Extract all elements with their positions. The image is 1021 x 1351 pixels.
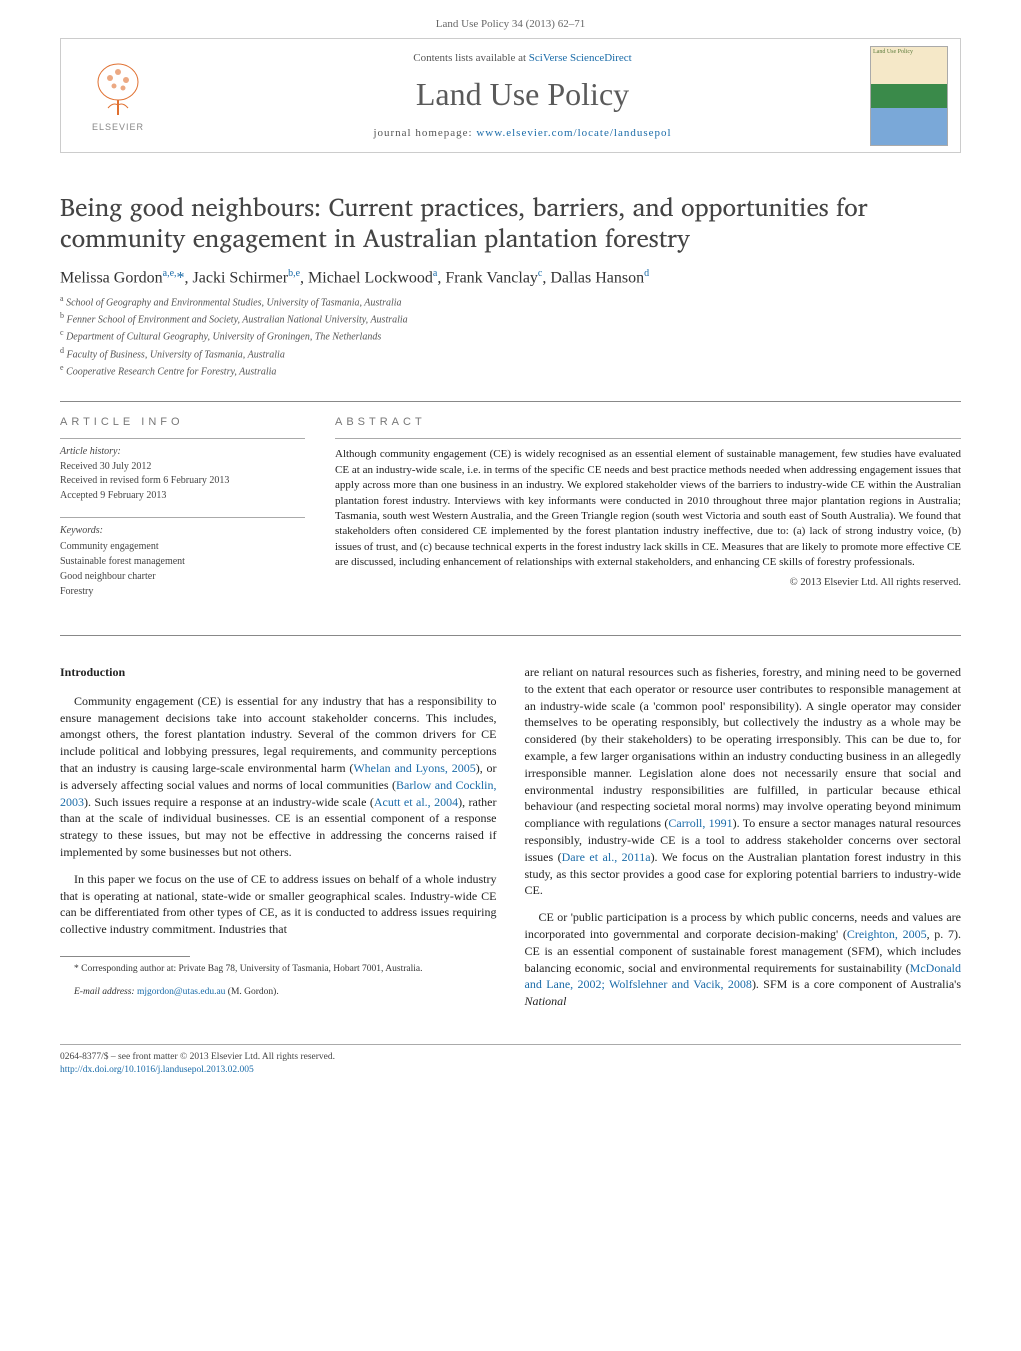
abstract-col: ABSTRACT Although community engagement (… — [335, 402, 961, 613]
banner-center: Contents lists available at SciVerse Sci… — [175, 52, 870, 139]
article-info-col: ARTICLE INFO Article history: Received 3… — [60, 402, 305, 613]
issn-line: 0264-8377/$ – see front matter © 2013 El… — [60, 1051, 961, 1064]
revised-date: Received in revised form 6 February 2013 — [60, 475, 229, 486]
abstract-text: Although community engagement (CE) is wi… — [335, 438, 961, 570]
abstract-heading: ABSTRACT — [335, 416, 961, 428]
body-col-left: Introduction Community engagement (CE) i… — [60, 664, 497, 1020]
accepted-date: Accepted 9 February 2013 — [60, 490, 166, 501]
email-who: (M. Gordon). — [228, 987, 279, 997]
affiliations: a School of Geography and Environmental … — [60, 293, 961, 380]
intro-heading: Introduction — [60, 664, 497, 681]
authors-line: Melissa Gordona,e,*, Jacki Schirmerb,e, … — [60, 268, 961, 287]
article-info-heading: ARTICLE INFO — [60, 416, 305, 428]
keywords-block: Keywords: Community engagementSustainabl… — [60, 517, 305, 599]
divider — [60, 635, 961, 636]
elsevier-tree-icon — [88, 60, 148, 120]
running-header: Land Use Policy 34 (2013) 62–71 — [0, 0, 1021, 38]
body-col-right: are reliant on natural resources such as… — [525, 664, 962, 1020]
journal-name: Land Use Policy — [175, 76, 870, 113]
elsevier-wordmark: ELSEVIER — [92, 122, 144, 132]
body-columns: Introduction Community engagement (CE) i… — [60, 664, 961, 1020]
elsevier-logo: ELSEVIER — [73, 48, 163, 143]
email-footnote: E-mail address: mjgordon@utas.edu.au (M.… — [60, 986, 497, 999]
journal-banner: ELSEVIER Contents lists available at Sci… — [60, 38, 961, 153]
contents-available: Contents lists available at SciVerse Sci… — [175, 52, 870, 64]
article-history: Article history: Received 30 July 2012 R… — [60, 438, 305, 503]
article-title: Being good neighbours: Current practices… — [60, 191, 961, 254]
email-link[interactable]: mjgordon@utas.edu.au — [137, 987, 225, 997]
citation-text: Land Use Policy 34 (2013) 62–71 — [436, 18, 585, 30]
keywords-label: Keywords: — [60, 525, 103, 536]
cover-label: Land Use Policy — [873, 49, 913, 55]
corresponding-footnote: * Corresponding author at: Private Bag 7… — [60, 963, 497, 976]
keywords-list: Community engagementSustainable forest m… — [60, 539, 305, 599]
footnote-rule — [60, 956, 190, 957]
journal-cover-thumb: Land Use Policy — [870, 46, 948, 146]
history-label: Article history: — [60, 446, 121, 457]
doi-link[interactable]: http://dx.doi.org/10.1016/j.landusepol.2… — [60, 1065, 254, 1075]
scidirect-link[interactable]: SciVerse ScienceDirect — [529, 52, 632, 64]
col1-content: Community engagement (CE) is essential f… — [60, 693, 497, 938]
footer: 0264-8377/$ – see front matter © 2013 El… — [60, 1044, 961, 1078]
email-label: E-mail address: — [74, 987, 135, 997]
homepage-link[interactable]: www.elsevier.com/locate/landusepol — [476, 127, 671, 139]
received-date: Received 30 July 2012 — [60, 461, 151, 472]
journal-homepage: journal homepage: www.elsevier.com/locat… — [175, 127, 870, 139]
col2-content: are reliant on natural resources such as… — [525, 664, 962, 1010]
abstract-copyright: © 2013 Elsevier Ltd. All rights reserved… — [335, 577, 961, 588]
info-abstract-row: ARTICLE INFO Article history: Received 3… — [60, 402, 961, 613]
